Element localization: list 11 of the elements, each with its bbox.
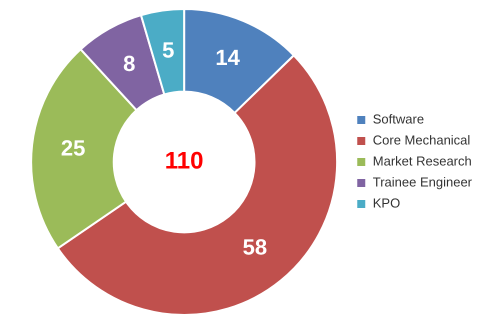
legend-label: Market Research	[372, 154, 472, 169]
data-label: 5	[162, 38, 174, 63]
legend-label: Core Mechanical	[372, 132, 470, 148]
legend-label: Software	[372, 112, 424, 127]
data-label: 58	[242, 234, 268, 260]
text: 110	[164, 148, 204, 175]
data-label: 25	[60, 135, 86, 160]
legend-label: KPO	[372, 196, 400, 211]
legend-label: Trainee Engineer	[372, 174, 473, 190]
data-label: 8	[123, 50, 136, 76]
data-label: 14	[215, 45, 241, 70]
